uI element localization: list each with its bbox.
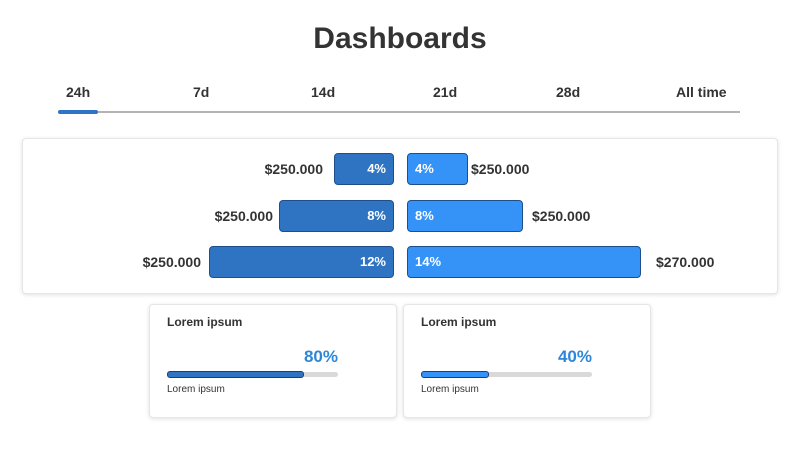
- card-caption: Lorem ipsum: [421, 384, 479, 395]
- active-tab-indicator: [58, 110, 98, 114]
- tab-24h[interactable]: 24h: [66, 84, 91, 100]
- card-caption: Lorem ipsum: [167, 384, 225, 395]
- progress-fill: [167, 371, 304, 378]
- progress-track: [421, 371, 592, 378]
- tab-bar: 24h 7d 14d 21d 28d All time: [58, 84, 740, 116]
- right-bar-row-3: 14%: [407, 246, 641, 278]
- right-amount-row-3: $270.000: [656, 254, 715, 270]
- card-percent-value: 40%: [557, 347, 592, 366]
- progress-track: [167, 371, 338, 378]
- tab-14d[interactable]: 14d: [311, 84, 336, 100]
- right-amount-row-2: $250.000: [532, 208, 591, 224]
- tab-7d[interactable]: 7d: [193, 84, 210, 100]
- left-bar-row-2: 8%: [279, 200, 394, 232]
- comparison-panel: $250.000 4% 4% $250.000 $250.000 8% 8% $…: [22, 138, 778, 294]
- right-amount-row-1: $250.000: [471, 161, 530, 177]
- tab-21d[interactable]: 21d: [433, 84, 458, 100]
- tab-track: [58, 111, 740, 113]
- progress-card-1: Lorem ipsum 80% Lorem ipsum: [149, 304, 397, 418]
- left-amount-row-1: $250.000: [264, 161, 323, 177]
- page-title: Dashboards: [313, 22, 487, 55]
- tab-28d[interactable]: 28d: [556, 84, 581, 100]
- card-percent-value: 80%: [303, 347, 338, 366]
- left-amount-row-3: $250.000: [142, 254, 201, 270]
- progress-fill: [421, 371, 490, 378]
- tab-all-time[interactable]: All time: [676, 84, 727, 100]
- left-bar-row-1: 4%: [334, 153, 394, 185]
- right-bar-row-2: 8%: [407, 200, 523, 232]
- right-bar-row-1: 4%: [407, 153, 468, 185]
- left-bar-row-3: 12%: [209, 246, 394, 278]
- left-amount-row-2: $250.000: [214, 208, 273, 224]
- card-title: Lorem ipsum: [421, 315, 497, 329]
- progress-card-2: Lorem ipsum 40% Lorem ipsum: [403, 304, 651, 418]
- card-title: Lorem ipsum: [167, 315, 243, 329]
